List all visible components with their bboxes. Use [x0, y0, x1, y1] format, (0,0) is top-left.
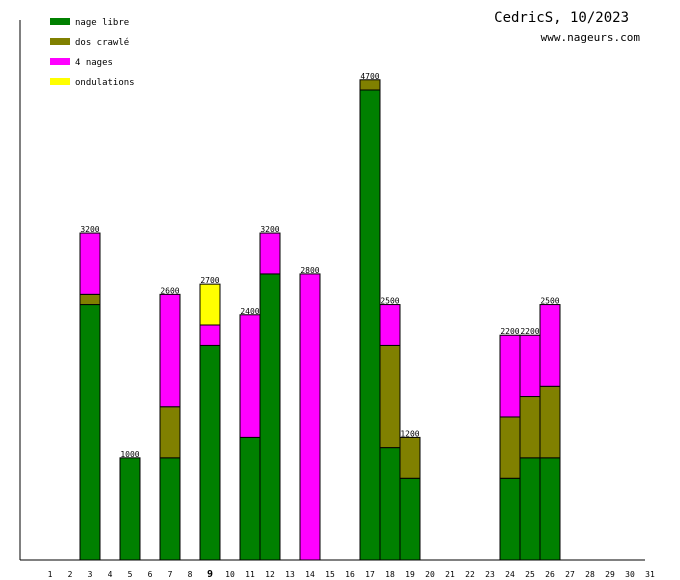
bar-total-label: 2500 [380, 297, 399, 306]
total-labels-group: 3200 1000 2600 2700 2400 3200 2800 4700 2500 1200… [80, 72, 559, 459]
x-tick-label: 13 [285, 570, 295, 579]
bar-total-label: 2800 [300, 266, 319, 275]
legend-label: nage libre [75, 18, 129, 28]
bar-segment [499, 416, 521, 479]
legend-label: ondulations [75, 78, 135, 88]
legend-swatch [50, 78, 70, 85]
x-tick-label: 24 [505, 570, 515, 579]
bar-segment [299, 273, 321, 561]
x-tick-labels-group: 1 2 3 4 5 6 7 8 9 10 11 12 13 14 15 16 17 18 19 20 21 22 23 24 2… [48, 569, 655, 580]
x-tick-label: 25 [525, 570, 535, 579]
x-tick-label: 16 [345, 570, 355, 579]
bar-segment [539, 457, 561, 561]
bar-total-label: 1000 [120, 450, 139, 459]
legend-swatch [50, 58, 70, 65]
x-tick-label: 4 [108, 570, 113, 579]
bar-segment [159, 293, 181, 408]
x-tick-label: 28 [585, 570, 595, 579]
bar-segment [239, 436, 261, 561]
bar-segment [379, 304, 401, 346]
bar-segment [79, 304, 101, 561]
x-tick-label: 1 [48, 570, 53, 579]
x-tick-label: 10 [225, 570, 235, 579]
legend-swatch [50, 18, 70, 25]
x-tick-label: 5 [128, 570, 133, 579]
bar-segment [379, 447, 401, 561]
x-tick-label: 6 [148, 570, 153, 579]
bar-segment [79, 232, 101, 295]
x-tick-label: 2 [68, 570, 73, 579]
x-tick-label: 15 [325, 570, 335, 579]
bar-segment [79, 293, 101, 306]
x-tick-label: 7 [168, 570, 173, 579]
bar-segment [159, 457, 181, 561]
bar-segment [259, 273, 281, 561]
bar-segment [359, 79, 381, 91]
x-tick-label: 11 [245, 570, 255, 579]
bar-segment [259, 232, 281, 275]
legend-label: 4 nages [75, 58, 113, 68]
x-tick-label: 18 [385, 570, 395, 579]
x-tick-label: 22 [465, 570, 475, 579]
x-tick-label: 14 [305, 570, 315, 579]
bar-total-label: 2600 [160, 286, 179, 295]
bar-total-label: 2200 [500, 327, 519, 336]
bar-total-label: 2400 [240, 307, 259, 316]
x-tick-label: 23 [485, 570, 495, 579]
bar-segment [199, 283, 221, 326]
bar-segment [519, 457, 541, 561]
x-tick-label: 8 [188, 570, 193, 579]
bar-segment [499, 477, 521, 561]
chart-subtitle: www.nageurs.com [541, 31, 641, 44]
x-tick-label: 9 [207, 569, 213, 580]
bars-group [79, 79, 561, 561]
bar-total-label: 1200 [400, 429, 419, 438]
bar-total-label: 4700 [360, 72, 379, 81]
bar-segment [539, 304, 561, 387]
chart-title: CedricS, 10/2023 [494, 10, 629, 26]
bar-segment [499, 334, 521, 418]
legend-swatch [50, 38, 70, 45]
x-tick-label: 20 [425, 570, 435, 579]
bar-total-label: 2500 [540, 297, 559, 306]
bar-segment [119, 457, 141, 561]
bar-segment [399, 436, 421, 479]
bar-total-label: 3200 [260, 225, 279, 234]
x-tick-label: 30 [625, 570, 635, 579]
x-tick-label: 12 [265, 570, 275, 579]
bar-segment [539, 385, 561, 459]
bar-segment [379, 344, 401, 449]
bar-total-label: 2200 [520, 327, 539, 336]
bar-segment [519, 334, 541, 398]
x-tick-label: 29 [605, 570, 615, 579]
bar-segment [199, 344, 221, 561]
legend: nage libre dos crawlé 4 nages ondulations [50, 18, 135, 88]
bar-total-label: 2700 [200, 276, 219, 285]
bar-segment [239, 314, 261, 438]
x-tick-label: 26 [545, 570, 555, 579]
x-tick-label: 21 [445, 570, 455, 579]
bar-segment [159, 406, 181, 459]
x-tick-label: 27 [565, 570, 575, 579]
x-tick-label: 31 [645, 570, 655, 579]
x-tick-label: 17 [365, 570, 375, 579]
bar-segment [399, 477, 421, 561]
bar-segment [359, 89, 381, 561]
x-tick-label: 3 [88, 570, 93, 579]
bar-total-label: 3200 [80, 225, 99, 234]
legend-label: dos crawlé [75, 37, 129, 48]
x-tick-label: 19 [405, 570, 415, 579]
bar-segment [519, 396, 541, 459]
bar-segment [199, 324, 221, 346]
